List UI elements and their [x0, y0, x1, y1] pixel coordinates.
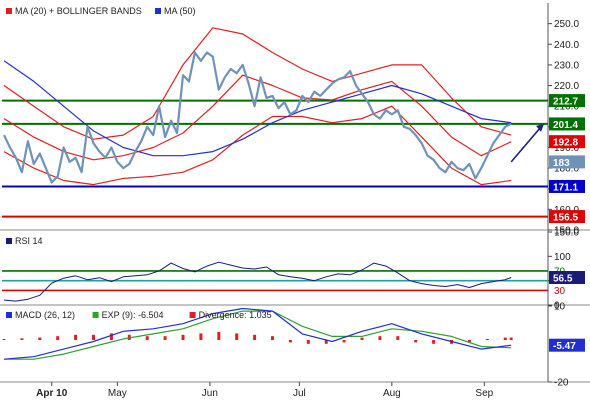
x-tick-label-2: Jun [202, 388, 218, 399]
price-axis-tick-label-0: 250.0 [554, 19, 579, 30]
divergence-bar-5 [92, 334, 96, 340]
macd-last-box [549, 338, 585, 352]
price-legend-label-1: MA (50) [164, 6, 196, 16]
macd-legend-marker-0 [6, 312, 12, 318]
divergence-bar-22 [396, 336, 400, 340]
divergence-bar-6 [109, 333, 113, 340]
macd-panel: 10 -20 -5.47 MACD (26, 12) EXP (9): -6.504 Di… [0, 302, 590, 389]
divergence-bar-12 [217, 332, 221, 340]
divergence-bar-18 [324, 340, 328, 344]
price-axis-tick-label-10: 150.0 [554, 226, 579, 237]
projection-arrow-head [536, 123, 544, 132]
price-legend-marker-1 [155, 8, 161, 14]
level-label-5-box [549, 210, 585, 224]
rsi-last-box [549, 271, 585, 285]
rsi-legend-marker-0 [6, 238, 12, 244]
x-tick-label-4: Aug [383, 388, 401, 399]
divergence-bar-9 [163, 336, 167, 340]
rsi-axis-tick-label-1: 100 [554, 252, 571, 263]
divergence-bar-27 [485, 339, 489, 340]
macd-legend-label-0: MACD (26, 12) [15, 310, 75, 320]
macd-axis-tick-label-0: 10 [554, 302, 566, 313]
level-label-2-text: 192.8 [553, 138, 578, 149]
x-tick-label-0: Apr 10 [36, 388, 68, 399]
price-panel: 250.0240.0230.0220.0210.0200.0190.0180.0… [0, 3, 590, 382]
divergence-bar-17 [306, 340, 310, 344]
exp-line [4, 310, 512, 360]
price-legend-label-0: MA (20) + BOLLINGER BANDS [15, 6, 142, 16]
price-axis-tick-label-2: 230.0 [554, 60, 579, 71]
x-tick-label-3: Jul [293, 388, 306, 399]
divergence-bar-2 [38, 337, 42, 340]
rsi-line [3, 261, 512, 302]
macd-axis-tick-label-1: -20 [554, 378, 569, 389]
divergence-bar-4 [74, 334, 78, 340]
macd-line [3, 307, 512, 360]
divergence-bar-10 [181, 334, 185, 340]
price-axis-tick-label-6: 190.0 [554, 143, 579, 154]
x-tick-label-5: Sep [475, 388, 493, 399]
divergence-bar-24 [432, 340, 436, 344]
divergence-bar-15 [271, 336, 275, 340]
level-label-3-text: 183 [553, 158, 570, 169]
divergence-bar-20 [360, 337, 364, 340]
divergence-bar-1 [20, 338, 24, 340]
rsi-legend-label-0: RSI 14 [15, 236, 43, 246]
level-label-2-box [549, 135, 585, 149]
rsi-axis-tick-label-0: 150.0 [554, 228, 579, 239]
price-legend-marker-0 [6, 8, 12, 14]
projection-arrow-line [510, 126, 542, 163]
x-axis: Apr 10 May Jun Jul Aug Sep [36, 382, 494, 399]
divergence-bar-8 [145, 336, 149, 340]
price-axis-tick-label-3: 220.0 [554, 81, 579, 92]
level-label-4-box [549, 179, 585, 193]
rsi-axis-tick-label-3: 0 [554, 301, 560, 312]
price-axis-tick-label-1: 240.0 [554, 40, 579, 51]
divergence-bar-26 [467, 340, 471, 343]
macd-legend-label-1: EXP (9): -6.504 [102, 310, 164, 320]
divergence-bar-3 [56, 336, 60, 340]
level-label-3-box [549, 155, 585, 169]
divergence-bar-0 [2, 339, 6, 340]
divergence-bar-28 [503, 337, 507, 340]
macd-legend-label-2: Divergence: 1.035 [199, 310, 272, 320]
divergence-bar-23 [414, 340, 418, 343]
price-axis-tick-label-7: 180.0 [554, 164, 579, 175]
price-axis-tick-label-4: 210.0 [554, 102, 579, 113]
bollinger-upper-band [3, 27, 512, 140]
level-label-0-text: 212.7 [553, 97, 578, 108]
macd-legend-marker-1 [92, 312, 99, 318]
level-label-5-text: 156.5 [553, 213, 578, 224]
level-label-0-box [549, 94, 585, 108]
level-label-4-text: 171.1 [553, 182, 578, 193]
level-label-1-text: 201.4 [553, 120, 578, 131]
divergence-bar-11 [199, 333, 203, 340]
divergence-bar-13 [235, 333, 239, 340]
rsi-last-label: 56.5 [553, 274, 573, 285]
price-line [3, 51, 512, 184]
divergence-bar-14 [253, 334, 257, 340]
level-label-1-box [549, 117, 585, 131]
macd-legend-marker-2 [189, 312, 196, 318]
ma20-line [3, 74, 512, 161]
divergence-bar-16 [288, 340, 292, 343]
bollinger-lower-band [3, 105, 512, 186]
x-tick-label-1: May [108, 388, 127, 399]
divergence-bar-21 [378, 336, 382, 340]
rsi-ref-label-1: 30 [554, 286, 566, 297]
macd-last-label: -5.47 [553, 341, 576, 352]
divergence-bar-29 [509, 337, 513, 340]
divergence-bar-19 [342, 340, 346, 343]
